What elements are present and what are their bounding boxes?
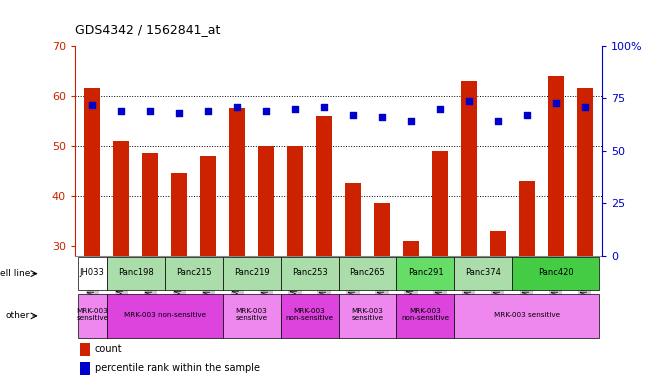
- Text: cell line: cell line: [0, 269, 30, 278]
- Point: [87, 102, 98, 108]
- Point: [203, 108, 214, 114]
- Bar: [142, 153, 158, 255]
- Bar: [229, 108, 245, 255]
- Point: [145, 108, 156, 114]
- Bar: [403, 240, 419, 255]
- Bar: [339, 257, 396, 290]
- Bar: [223, 294, 281, 338]
- Bar: [77, 257, 107, 290]
- Bar: [396, 294, 454, 338]
- Text: percentile rank within the sample: percentile rank within the sample: [95, 363, 260, 373]
- Text: Panc420: Panc420: [538, 268, 574, 277]
- Text: MRK-003 non-sensitive: MRK-003 non-sensitive: [124, 312, 206, 318]
- Text: MRK-003 sensitive: MRK-003 sensitive: [493, 312, 560, 318]
- Bar: [287, 146, 303, 255]
- Bar: [345, 183, 361, 255]
- Text: MRK-003
sensitive: MRK-003 sensitive: [352, 308, 383, 321]
- Text: Panc291: Panc291: [408, 268, 443, 277]
- Bar: [281, 294, 339, 338]
- Point: [319, 104, 329, 110]
- Text: other: other: [6, 311, 30, 320]
- Text: Panc374: Panc374: [465, 268, 501, 277]
- Bar: [281, 257, 339, 290]
- Bar: [339, 294, 396, 338]
- Point: [377, 114, 387, 120]
- Bar: [396, 257, 454, 290]
- Point: [493, 118, 503, 124]
- Bar: [548, 76, 564, 255]
- Point: [232, 104, 242, 110]
- Point: [435, 106, 445, 112]
- Bar: [490, 230, 506, 255]
- Bar: [519, 181, 535, 255]
- Point: [551, 99, 561, 106]
- Text: MRK-003
sensitive: MRK-003 sensitive: [236, 308, 268, 321]
- Bar: [171, 173, 187, 255]
- Point: [464, 98, 474, 104]
- Bar: [113, 141, 129, 255]
- Bar: [432, 151, 448, 255]
- Bar: [107, 257, 165, 290]
- Text: GDS4342 / 1562841_at: GDS4342 / 1562841_at: [75, 23, 220, 36]
- Text: MRK-003
non-sensitive: MRK-003 non-sensitive: [402, 308, 449, 321]
- Point: [521, 112, 532, 118]
- Bar: [200, 156, 216, 255]
- Text: Panc253: Panc253: [292, 268, 327, 277]
- Bar: [454, 294, 600, 338]
- Bar: [512, 257, 600, 290]
- Bar: [223, 257, 281, 290]
- Point: [290, 106, 300, 112]
- Text: Panc219: Panc219: [234, 268, 270, 277]
- Text: Panc198: Panc198: [118, 268, 154, 277]
- Text: Panc215: Panc215: [176, 268, 212, 277]
- Bar: [258, 146, 274, 255]
- Bar: [165, 257, 223, 290]
- Bar: [84, 88, 100, 255]
- Bar: [577, 88, 593, 255]
- Text: JH033: JH033: [80, 268, 105, 277]
- Bar: [461, 81, 477, 255]
- Bar: [454, 257, 512, 290]
- Point: [406, 118, 416, 124]
- Text: MRK-003
sensitive: MRK-003 sensitive: [76, 308, 108, 321]
- Bar: [80, 343, 90, 356]
- Text: count: count: [95, 344, 122, 354]
- Text: Panc265: Panc265: [350, 268, 385, 277]
- Bar: [374, 203, 390, 255]
- Bar: [77, 294, 107, 338]
- Point: [116, 108, 126, 114]
- Bar: [316, 116, 332, 255]
- Point: [261, 108, 271, 114]
- Point: [348, 112, 358, 118]
- Point: [174, 110, 184, 116]
- Bar: [107, 294, 223, 338]
- Bar: [80, 362, 90, 374]
- Text: MRK-003
non-sensitive: MRK-003 non-sensitive: [286, 308, 333, 321]
- Point: [579, 104, 590, 110]
